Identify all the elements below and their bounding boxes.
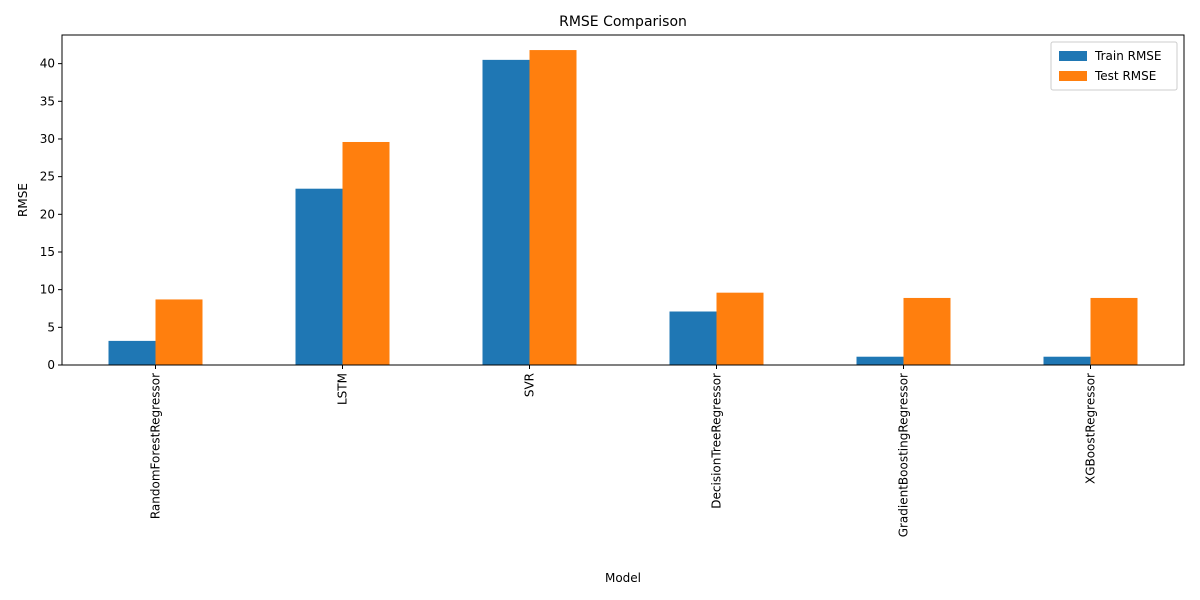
- legend-swatch: [1059, 51, 1087, 61]
- y-tick-label: 25: [40, 170, 55, 184]
- bar-train-rmse-svr: [482, 59, 530, 366]
- y-axis-label: RMSE: [16, 183, 30, 217]
- chart-title: RMSE Comparison: [559, 14, 687, 30]
- legend-swatch: [1059, 71, 1087, 81]
- bar-train-rmse-gradientboostingregressor: [856, 356, 904, 365]
- bar-test-rmse-lstm: [342, 141, 390, 365]
- y-axis-ticks: 0 5 10 15 20 25 30 35 40: [40, 57, 62, 372]
- x-tick-label: SVR: [523, 373, 537, 397]
- x-tick-label: GradientBoostingRegressor: [897, 373, 911, 537]
- legend-label: Test RMSE: [1094, 69, 1156, 83]
- x-axis-label: Model: [605, 571, 641, 585]
- x-axis-ticks: RandomForestRegressor LSTM SVR DecisionTree…: [149, 365, 1098, 537]
- legend: Train RMSE Test RMSE: [1050, 41, 1178, 91]
- x-tick-label: RandomForestRegressor: [149, 373, 163, 519]
- y-tick-label: 0: [47, 358, 55, 372]
- bars-group: [108, 50, 1138, 366]
- y-tick-label: 10: [40, 283, 55, 297]
- bar-train-rmse-decisiontreeregressor: [669, 311, 717, 365]
- bar-test-rmse-decisiontreeregressor: [716, 292, 764, 365]
- bar-train-rmse-randomforestregressor: [108, 340, 156, 365]
- y-tick-label: 20: [40, 207, 55, 221]
- bar-test-rmse-gradientboostingregressor: [903, 297, 951, 365]
- y-tick-label: 30: [40, 132, 55, 146]
- bar-test-rmse-randomforestregressor: [155, 299, 203, 365]
- y-tick-label: 35: [40, 94, 55, 108]
- legend-label: Train RMSE: [1094, 49, 1162, 63]
- bar-train-rmse-xgboostregressor: [1043, 356, 1091, 365]
- y-tick-label: 15: [40, 245, 55, 259]
- bar-test-rmse-svr: [529, 50, 577, 366]
- bar-train-rmse-lstm: [295, 188, 343, 365]
- y-tick-label: 5: [47, 320, 55, 334]
- x-tick-label: XGBoostRegressor: [1084, 373, 1098, 484]
- x-tick-label: DecisionTreeRegressor: [710, 373, 724, 509]
- x-tick-label: LSTM: [336, 373, 350, 405]
- y-tick-label: 40: [40, 57, 55, 71]
- bar-test-rmse-xgboostregressor: [1090, 297, 1138, 365]
- plot-frame: [61, 34, 1185, 366]
